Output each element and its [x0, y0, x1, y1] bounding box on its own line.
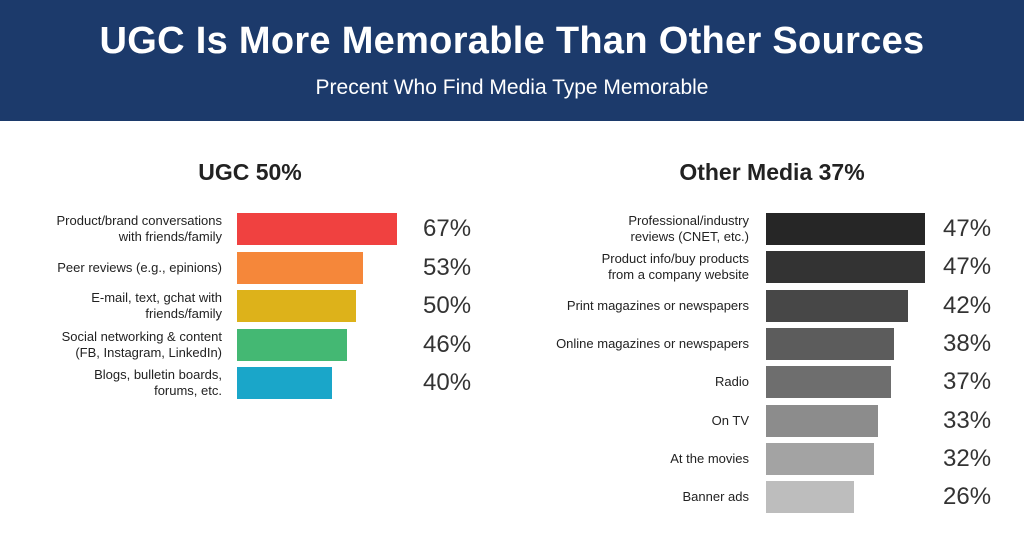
other-media-category-label: On TV [711, 412, 749, 428]
other-media-bar-value-label: 38% [943, 329, 992, 357]
other-media-category-label: Radio [715, 374, 749, 390]
ugc-bar-value-label: 40% [423, 369, 472, 396]
other-media-bar [766, 213, 925, 245]
other-media-bar [766, 289, 908, 322]
ugc-category-label: E-mail, text, gchat with friends/family [91, 290, 222, 321]
other-media-bar [766, 366, 892, 399]
other-media-category-label: At the movies [670, 450, 749, 466]
ugc-category-label: Social networking & content (FB, Instagr… [61, 328, 222, 360]
other-media-category-label: Print magazines or newspapers [566, 297, 749, 313]
other-media-bar [766, 404, 878, 437]
other-media-chart-title: Other Media 37% [679, 159, 865, 185]
ugc-bar [237, 251, 364, 284]
other-media-category-label: Banner ads [682, 489, 750, 505]
page-title: UGC Is More Memorable Than Other Sources [99, 20, 925, 62]
other-media-category-label: Professional/industry reviews (CNET, etc… [628, 213, 749, 244]
ugc-category-label: Product/brand conversations with friends… [56, 213, 222, 244]
other-media-chart-panel: Other Media 37% Professional/industry re… [512, 121, 1024, 545]
other-media-bar-value-label: 26% [943, 483, 992, 511]
other-media-bar [766, 442, 875, 475]
other-media-category-label: Online magazines or newspapers [556, 335, 749, 351]
ugc-chart-panel: UGC 50% Product/brand conversations with… [0, 121, 512, 545]
ugc-bar-value-label: 50% [423, 292, 472, 319]
header-banner: UGC Is More Memorable Than Other Sources… [0, 0, 1024, 121]
other-media-bar-value-label: 42% [943, 291, 992, 319]
other-media-bar [766, 251, 925, 284]
page-subtitle: Precent Who Find Media Type Memorable [315, 76, 709, 99]
other-media-category-label: Product info/buy products from a company… [601, 251, 749, 283]
other-media-bar-value-label: 47% [943, 253, 992, 281]
ugc-bar-value-label: 53% [423, 253, 472, 281]
ugc-bar-value-label: 46% [423, 330, 472, 358]
other-media-bar [766, 481, 854, 514]
other-media-bar-value-label: 32% [943, 444, 992, 472]
ugc-bar [237, 328, 347, 361]
ugc-chart-title: UGC 50% [198, 159, 302, 185]
other-media-bar-value-label: 47% [943, 215, 992, 242]
ugc-category-label: Peer reviews (e.g., epinions) [57, 259, 222, 275]
other-media-bar-value-label: 33% [943, 406, 992, 434]
other-media-bar [766, 327, 895, 360]
ugc-bar [237, 290, 357, 322]
ugc-bar [237, 367, 333, 399]
ugc-category-label: Blogs, bulletin boards, forums, etc. [94, 367, 222, 398]
other-media-bar-value-label: 37% [943, 368, 992, 396]
ugc-bar-value-label: 67% [423, 215, 472, 242]
ugc-bar [237, 213, 397, 245]
